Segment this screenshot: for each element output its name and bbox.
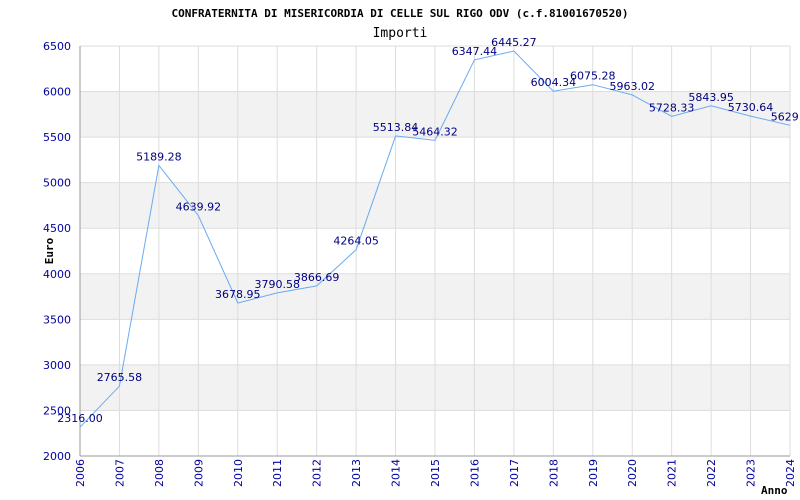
x-tick-label: 2021	[666, 459, 679, 487]
y-tick-label: 2500	[43, 404, 71, 417]
x-tick-label: 2013	[350, 459, 363, 487]
x-tick-label: 2020	[626, 459, 639, 487]
data-label: 3790.58	[254, 278, 300, 291]
data-label: 5464.32	[412, 125, 458, 138]
data-label: 2316.00	[57, 412, 103, 425]
data-label: 6347.44	[452, 45, 498, 58]
series-line	[79, 50, 791, 428]
data-label: 5843.95	[688, 91, 734, 104]
x-tick-label: 2014	[390, 459, 403, 487]
data-label: 6075.28	[570, 70, 616, 83]
y-tick-label: 4500	[43, 222, 71, 235]
data-label: 5629.2	[771, 110, 800, 123]
x-tick-label: 2018	[547, 459, 560, 487]
data-label: 6445.27	[491, 36, 537, 49]
x-tick-label: 2009	[192, 459, 205, 487]
x-tick-labels: 2006 2007 2008 2009 2010 2011 2012 2013 2014 2015…	[74, 459, 797, 487]
chart-subtitle: Importi	[373, 26, 428, 41]
data-label: 3866.69	[294, 271, 340, 284]
y-tick-label: 2000	[43, 450, 71, 463]
y-tick-label: 6000	[43, 86, 71, 99]
y-tick-label: 6500	[43, 40, 71, 53]
chart-title: CONFRATERNITA DI MISERICORDIA DI CELLE S…	[172, 7, 629, 20]
x-tick-label: 2017	[508, 459, 521, 487]
x-tick-label: 2015	[429, 459, 442, 487]
x-tick-label: 2024	[784, 459, 797, 487]
data-label: 3678.95	[215, 288, 261, 301]
data-labels: 2316.00 2765.58 5189.28 4639.92 3678.953790.…	[57, 36, 800, 425]
data-label: 6004.34	[531, 76, 577, 89]
x-axis-label: Anno	[761, 484, 788, 497]
data-label: 4639.92	[176, 200, 222, 213]
data-label: 5189.28	[136, 150, 182, 163]
x-tick-label: 2008	[153, 459, 166, 487]
y-tick-label: 4000	[43, 268, 71, 281]
data-label: 2765.58	[97, 371, 143, 384]
y-tick-label: 5000	[43, 177, 71, 190]
data-label: 4264.05	[333, 235, 379, 248]
y-tick-label: 3000	[43, 359, 71, 372]
x-tick-label: 2019	[587, 459, 600, 487]
y-tick-label: 3500	[43, 313, 71, 326]
x-tick-label: 2010	[232, 459, 245, 487]
x-tick-label: 2011	[271, 459, 284, 487]
x-tick-label: 2006	[74, 459, 87, 487]
y-tick-labels: 2000 2500 3000 3500 4000 4500 5000 5500 6000 6500	[43, 40, 71, 463]
y-tick-label: 5500	[43, 131, 71, 144]
data-label: 5728.33	[649, 101, 695, 114]
y-axis-label: Euro	[43, 237, 56, 264]
data-label: 5513.84	[373, 121, 419, 134]
x-tick-label: 2007	[113, 459, 126, 487]
data-label: 5963.02	[609, 80, 655, 93]
x-tick-label: 2016	[468, 459, 481, 487]
x-tick-label: 2022	[705, 459, 718, 487]
x-tick-label: 2023	[745, 459, 758, 487]
data-label: 5730.64	[728, 101, 774, 114]
x-tick-label: 2012	[311, 459, 324, 487]
